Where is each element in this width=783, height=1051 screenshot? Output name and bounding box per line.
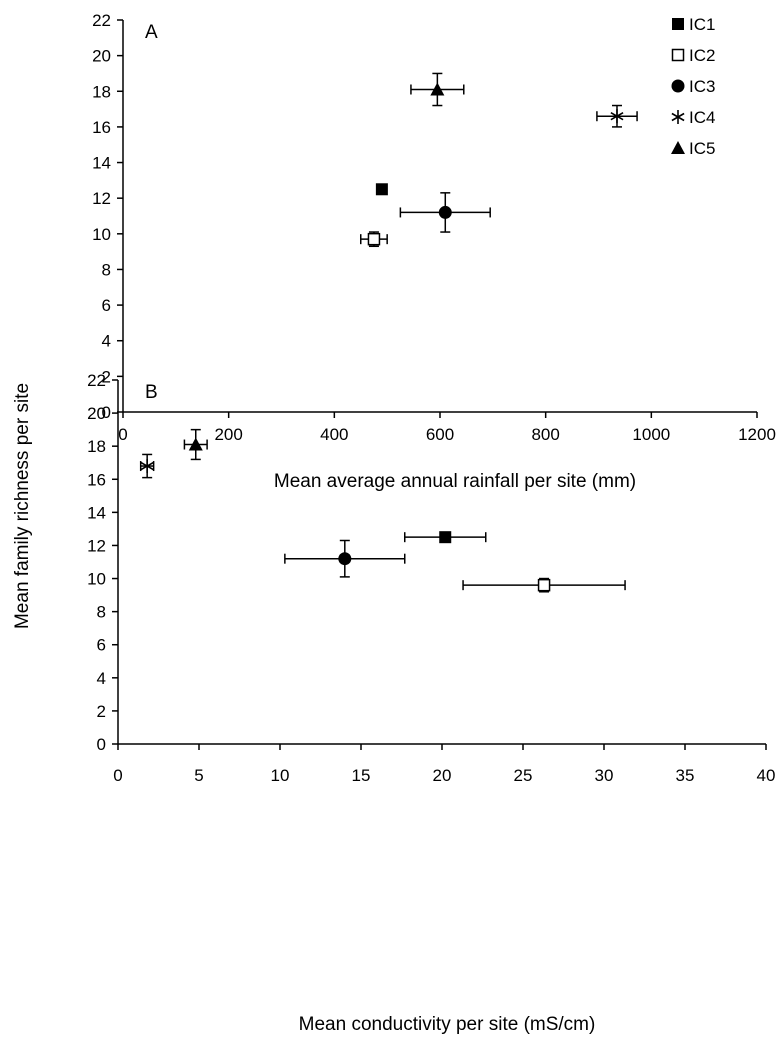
panel-b-x-tick-label: 35 bbox=[676, 766, 695, 785]
panel-a-point-ic4-stroke-2 bbox=[610, 112, 624, 121]
panel-b-y-tick-label: 8 bbox=[97, 603, 106, 622]
panel-a-chart: 0 2 4 6 8 10 12 14 16 18 20 22 0 200 400 600 800 1000 1200… bbox=[92, 11, 776, 492]
panel-b-point-ic4 bbox=[140, 459, 154, 474]
panel-a-y-tick-label: 22 bbox=[92, 11, 111, 30]
legend-marker-ic3 bbox=[671, 79, 685, 93]
panel-a-y-tick-label: 8 bbox=[102, 260, 111, 279]
shared-y-axis-title: Mean family richness per site bbox=[12, 383, 33, 629]
panel-b-x-tick-label: 40 bbox=[757, 766, 776, 785]
legend-label-ic4: IC4 bbox=[689, 108, 715, 127]
panel-b-y-tick-label: 20 bbox=[87, 404, 106, 423]
panel-a-x-tick-label: 800 bbox=[531, 425, 559, 444]
panel-b-y-tick-label: 18 bbox=[87, 437, 106, 456]
panel-a-point-ic4 bbox=[610, 109, 624, 124]
panel-a-x-tick-label: 400 bbox=[320, 425, 348, 444]
panel-b-point-ic2 bbox=[537, 578, 551, 592]
panel-b-chart: 0 2 4 6 8 10 12 14 16 18 20 22 0 5 10 15 20 25 30 35 40 Mean … bbox=[87, 371, 775, 1035]
panel-a-y-tick-label: 6 bbox=[102, 296, 111, 315]
panel-b-x-axis-title: Mean conductivity per site (mS/cm) bbox=[299, 1014, 596, 1035]
panel-b-y-tick-label: 10 bbox=[87, 570, 106, 589]
panel-b-x-tick-label: 5 bbox=[194, 766, 203, 785]
legend-label-ic3: IC3 bbox=[689, 77, 715, 96]
panel-b-x-tick-label: 25 bbox=[514, 766, 533, 785]
legend-marker-ic2 bbox=[671, 48, 685, 62]
panel-a-y-tick-label: 20 bbox=[92, 47, 111, 66]
panel-b-x-tick-label: 10 bbox=[271, 766, 290, 785]
panel-b-y-tick-label: 12 bbox=[87, 536, 106, 555]
panel-a-point-ic3 bbox=[438, 205, 452, 219]
panel-a-y-tick-label: 14 bbox=[92, 154, 111, 173]
panel-b-y-tick-label: 16 bbox=[87, 470, 106, 489]
legend-marker-ic4-stroke-2 bbox=[671, 112, 685, 122]
panel-b-x-tick-label: 0 bbox=[113, 766, 122, 785]
panel-a-y-tick-label: 10 bbox=[92, 225, 111, 244]
panel-a-point-ic1 bbox=[375, 183, 388, 196]
panel-a-y-tick-label: 2 bbox=[102, 367, 111, 386]
panel-b-y-tick-label: 22 bbox=[87, 371, 106, 390]
panel-a-x-tick-label: 200 bbox=[214, 425, 242, 444]
panel-b-y-tick-label: 4 bbox=[97, 669, 106, 688]
panel-a-x-tick-label: 1000 bbox=[632, 425, 670, 444]
panel-a-panel-letter: A bbox=[145, 22, 158, 43]
panel-b-y-tick-label: 14 bbox=[87, 503, 106, 522]
panel-b-point-ic1 bbox=[439, 531, 452, 544]
legend-marker-ic5 bbox=[671, 141, 685, 154]
panel-b-panel-letter: B bbox=[145, 382, 158, 403]
legend-marker-ic4 bbox=[671, 110, 685, 124]
legend-label-ic5: IC5 bbox=[689, 139, 715, 158]
panel-a-y-tick-label: 4 bbox=[102, 332, 111, 351]
panel-a-legend: IC1 IC2 IC3 IC4 IC5 bbox=[671, 15, 715, 158]
panel-b-point-ic5 bbox=[188, 437, 203, 451]
panel-b-y-tick-label: 2 bbox=[97, 702, 106, 721]
panel-b-x-tick-label: 15 bbox=[352, 766, 371, 785]
panel-b-x-tick-label: 30 bbox=[595, 766, 614, 785]
panel-a-y-tick-label: 0 bbox=[102, 403, 111, 422]
panel-a-x-tick-label: 1200 bbox=[738, 425, 776, 444]
legend-label-ic1: IC1 bbox=[689, 15, 715, 34]
legend-label-ic2: IC2 bbox=[689, 46, 715, 65]
panel-a-x-tick-label: 0 bbox=[118, 425, 127, 444]
panel-b-y-tick-label: 6 bbox=[97, 636, 106, 655]
panel-a-y-tick-label: 18 bbox=[92, 82, 111, 101]
panel-a-y-tick-label: 12 bbox=[92, 189, 111, 208]
panel-a-y-tick-label: 16 bbox=[92, 118, 111, 137]
panel-b-point-ic3 bbox=[338, 552, 352, 566]
panel-a-x-axis-title: Mean average annual rainfall per site (m… bbox=[274, 471, 636, 492]
panel-b-point-ic4-stroke-2 bbox=[140, 461, 154, 471]
panel-a-point-ic5 bbox=[430, 82, 445, 96]
panel-b-x-tick-label: 20 bbox=[433, 766, 452, 785]
legend-marker-ic1 bbox=[672, 18, 684, 30]
panel-a-x-tick-label: 600 bbox=[426, 425, 454, 444]
panel-b-y-tick-label: 0 bbox=[97, 735, 106, 754]
panel-a-point-ic2 bbox=[367, 232, 381, 246]
